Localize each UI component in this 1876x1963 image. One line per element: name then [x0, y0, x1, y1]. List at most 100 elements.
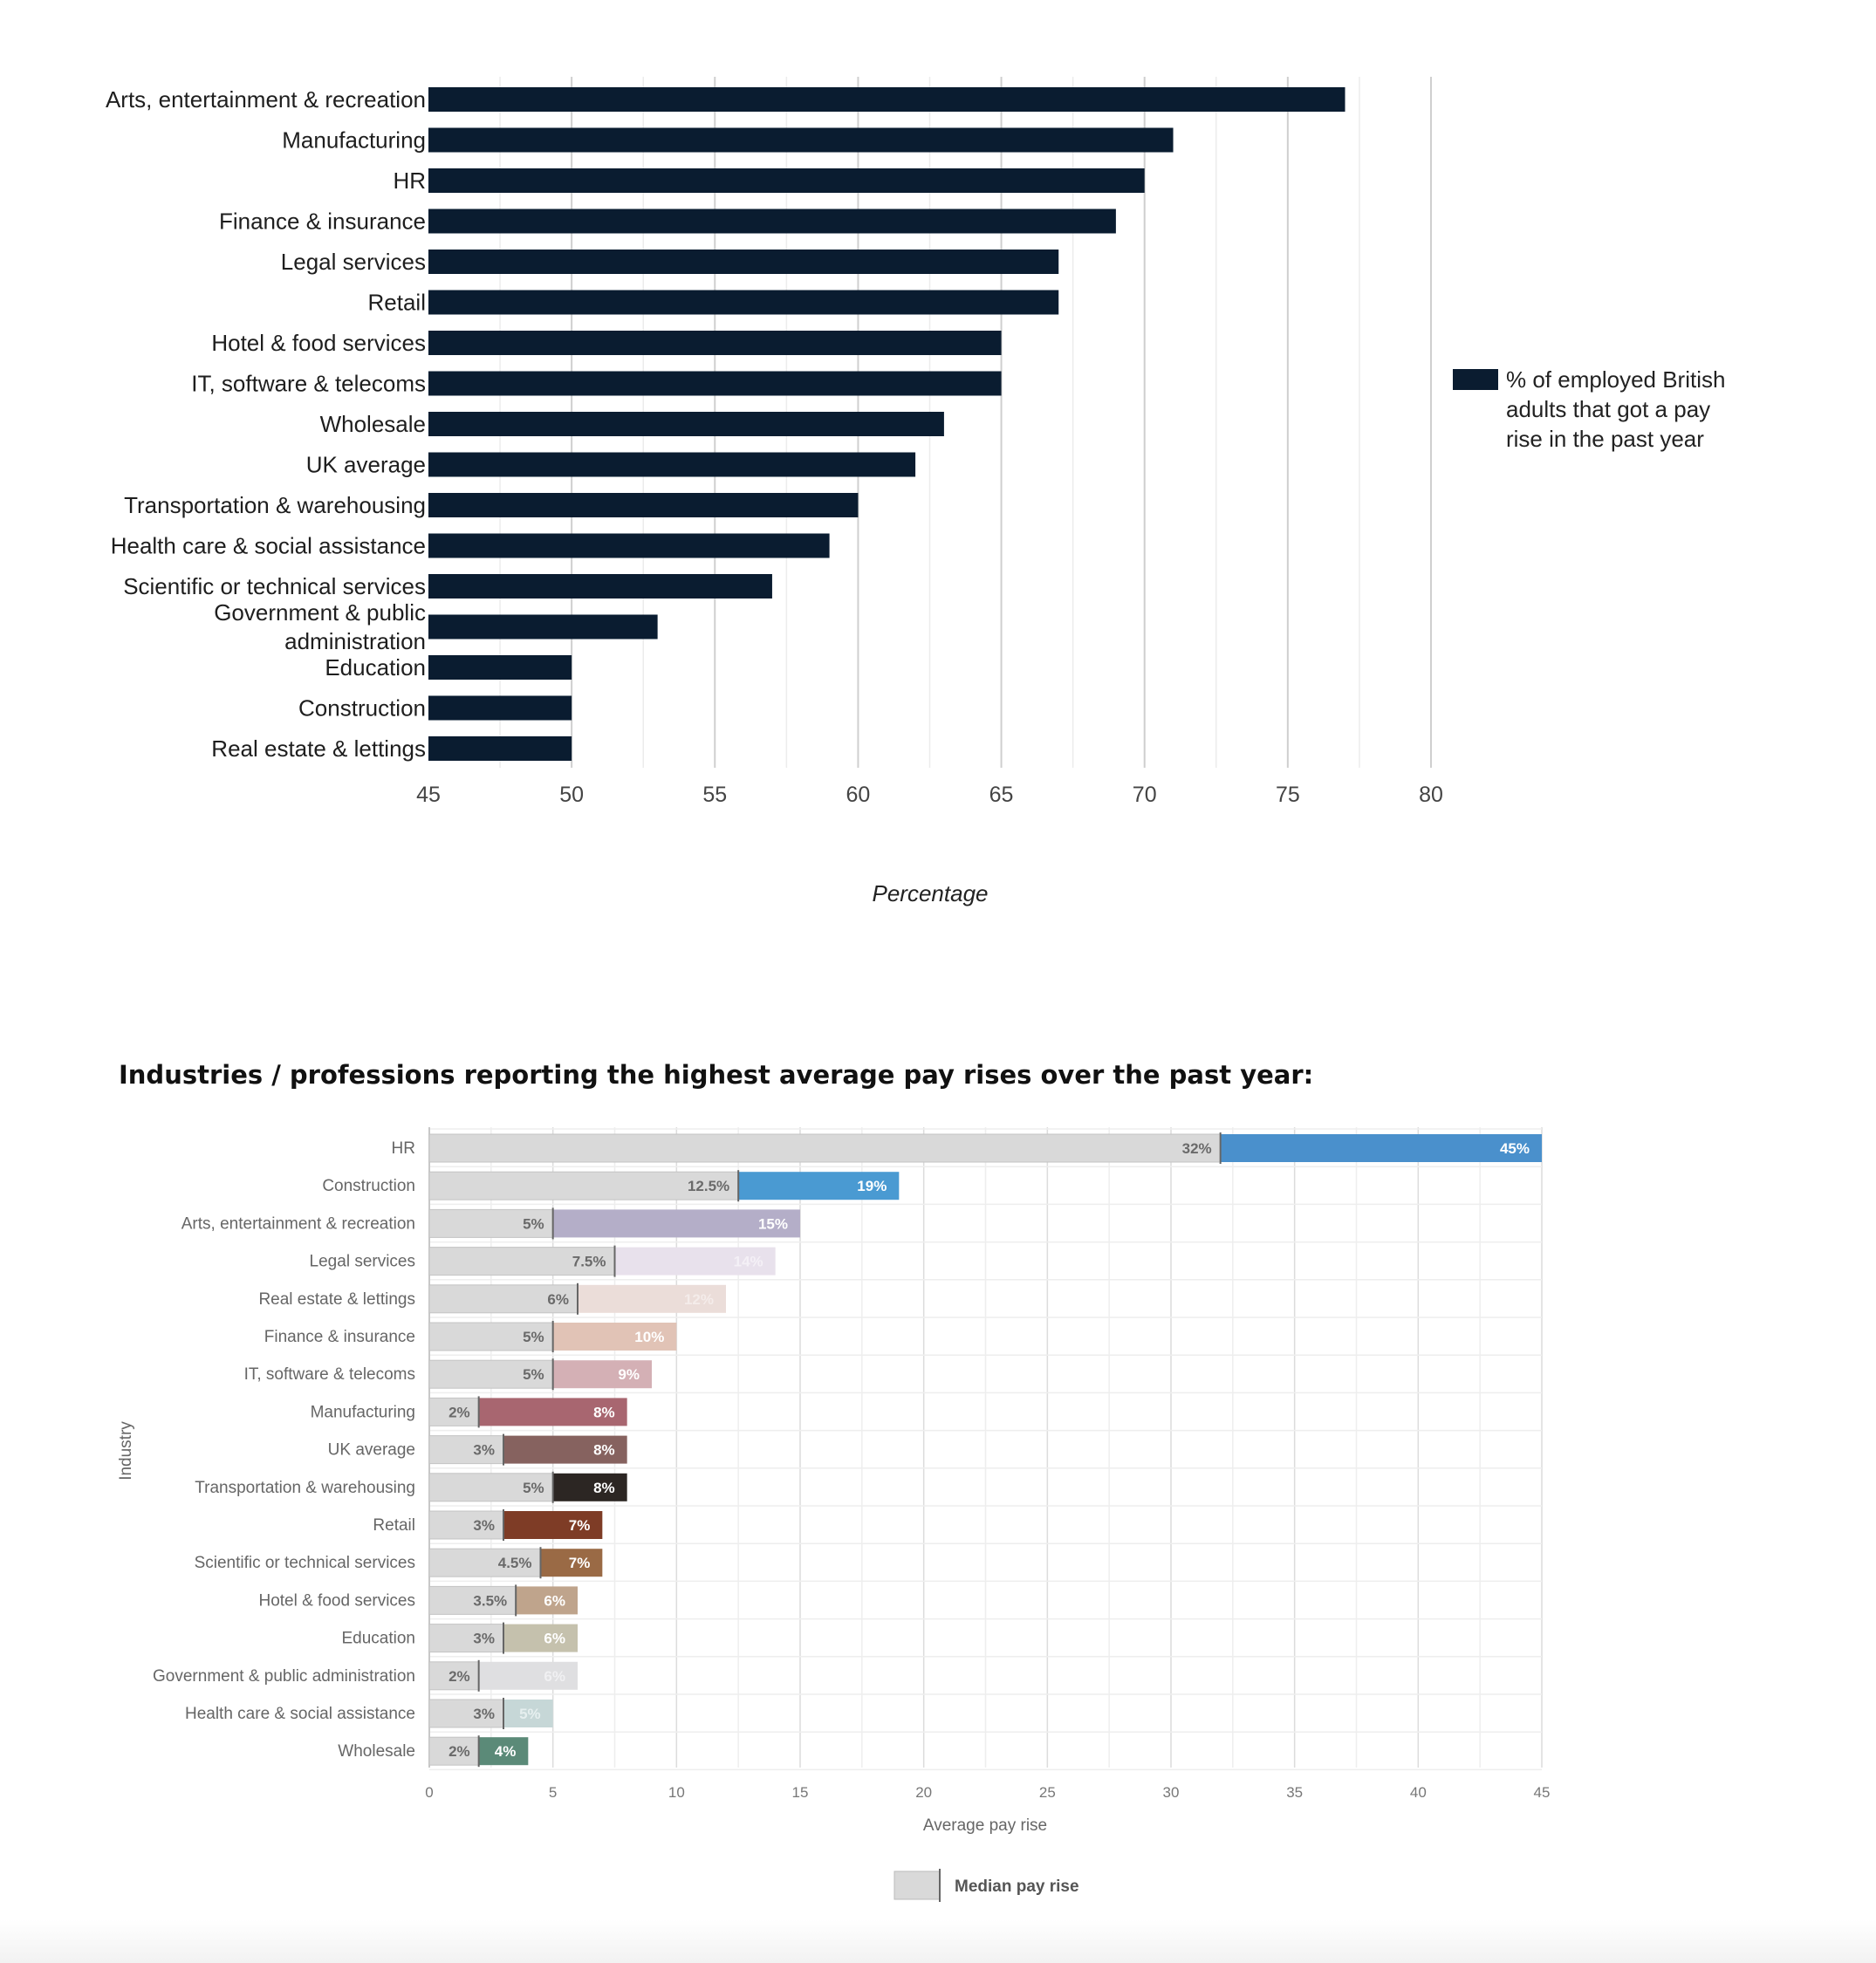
category-label-line: UK average [306, 452, 426, 478]
category-label: UK average [328, 1441, 415, 1460]
legend: % of employed British adults that got a p… [1453, 366, 1725, 452]
median-bar [428, 1699, 504, 1728]
median-value-label: 3% [473, 1631, 495, 1647]
median-value-label: 32% [1182, 1140, 1212, 1157]
category-label-line: Construction [298, 695, 426, 722]
category-label-line: Hotel & food services [211, 330, 426, 356]
category-label: Arts, entertainment & recreation [106, 86, 426, 113]
average-bar [478, 1398, 627, 1426]
category-label-line: Transportation & warehousing [124, 492, 426, 518]
category-label-line: Legal services [281, 249, 426, 275]
category-label: Transportation & warehousing [195, 1479, 415, 1497]
x-tick-label: 60 [846, 783, 871, 807]
category-label: Construction [298, 695, 426, 722]
category-label: Transportation & warehousing [124, 492, 426, 518]
employed-pay-rise-chart: Arts, entertainment & recreation Manufact… [106, 77, 1725, 906]
average-value-label: 6% [544, 1668, 565, 1685]
average-bar [478, 1661, 578, 1690]
x-tick-label: 0 [425, 1784, 433, 1801]
category-label: Legal services [310, 1253, 415, 1271]
average-bar [478, 1737, 529, 1766]
average-value-label: 6% [544, 1631, 565, 1647]
median-bar [428, 1397, 480, 1426]
chart-heading: Industries / professions reporting the h… [119, 1060, 1314, 1090]
legend-label: % of employed British adults that got a p… [1506, 366, 1725, 452]
category-label: Legal services [281, 249, 426, 275]
category-label: HR [393, 168, 426, 194]
category-label-line: Scientific or technical services [123, 573, 426, 599]
bottom-fade [0, 1919, 1876, 1963]
category-label: Education [341, 1630, 415, 1648]
average-bar [503, 1511, 603, 1539]
category-label-line: HR [393, 168, 426, 194]
bar [428, 331, 1002, 355]
legend-label-line: adults that got a pay [1506, 396, 1710, 422]
average-value-label: 4% [495, 1743, 517, 1760]
category-label-line: Real estate & lettings [211, 735, 426, 762]
median-value-label: 5% [523, 1480, 544, 1496]
average-bar [738, 1172, 900, 1200]
category-label-line: Manufacturing [282, 127, 426, 154]
median-value-label: 5% [523, 1215, 544, 1232]
bar [428, 250, 1059, 274]
average-value-label: 9% [618, 1366, 640, 1383]
bar [428, 412, 944, 436]
x-tick-label: 70 [1133, 783, 1157, 807]
category-label: Real estate & lettings [258, 1290, 415, 1309]
median-bar [428, 1322, 554, 1351]
category-label: IT, software & telecoms [244, 1365, 415, 1384]
median-value-label: 3.5% [473, 1592, 507, 1609]
category-label-line: IT, software & telecoms [191, 371, 426, 397]
category-label: HR [392, 1139, 415, 1158]
category-label-line: Retail [368, 290, 426, 316]
median-bar [428, 1473, 554, 1502]
average-value-label: 14% [734, 1254, 763, 1270]
average-value-label: 15% [758, 1215, 788, 1232]
category-label: Hotel & food services [258, 1591, 415, 1610]
legend-label-line: % of employed British [1506, 366, 1725, 393]
median-value-label: 6% [547, 1291, 569, 1308]
average-value-label: 6% [544, 1592, 565, 1609]
average-bar [1220, 1134, 1542, 1162]
median-bar [428, 1435, 504, 1465]
average-value-label: 19% [857, 1178, 887, 1194]
x-tick-label: 10 [668, 1784, 685, 1801]
x-axis-title: Percentage [873, 880, 989, 906]
average-bar [503, 1700, 553, 1727]
average-value-label: 7% [569, 1517, 591, 1534]
category-labels: HR Construction Arts, entertainment & recr… [153, 1139, 415, 1761]
x-tick-label: 20 [915, 1784, 932, 1801]
category-label: Government & public administration [153, 1667, 415, 1686]
category-label: Retail [373, 1516, 415, 1535]
average-pay-rise-chart: 32% 45% 12.5% 19% 5% 15% 7.5% 14% 6% 12% 5% 10% 5% 9%… [117, 1127, 1550, 1902]
x-tick-labels: 0 5 10 15 20 25 30 35 40 45 [425, 1784, 1550, 1801]
median-value-label: 2% [448, 1404, 470, 1420]
median-value-label: 2% [448, 1743, 470, 1760]
median-value-label: 5% [523, 1329, 544, 1345]
average-bar [552, 1473, 627, 1501]
x-tick-label: 55 [702, 783, 727, 807]
x-tick-label: 30 [1163, 1784, 1180, 1801]
median-bar [428, 1510, 504, 1540]
bar [428, 574, 772, 598]
category-label: UK average [306, 452, 426, 478]
category-label-line: Government & public [214, 599, 426, 626]
x-tick-label: 80 [1419, 783, 1443, 807]
legend-swatch [893, 1871, 941, 1900]
category-label: Real estate & lettings [211, 735, 426, 762]
category-label: Arts, entertainment & recreation [181, 1214, 415, 1233]
x-tick-label: 25 [1039, 1784, 1056, 1801]
average-value-label: 8% [593, 1442, 615, 1459]
legend-label: Median pay rise [955, 1878, 1079, 1896]
x-tick-label: 40 [1410, 1784, 1427, 1801]
bar [428, 168, 1145, 193]
median-bar [428, 1284, 579, 1314]
average-bar [614, 1247, 776, 1276]
x-tick-label: 50 [559, 783, 584, 807]
x-axis-title: Average pay rise [923, 1816, 1047, 1835]
median-bar [428, 1585, 517, 1615]
bars: 32% 45% 12.5% 19% 5% 15% 7.5% 14% 6% 12% 5% 10% 5% 9%… [428, 1132, 1542, 1768]
category-label: IT, software & telecoms [191, 371, 426, 397]
category-label-line: Health care & social assistance [111, 533, 426, 559]
median-value-label: 4.5% [498, 1555, 532, 1571]
